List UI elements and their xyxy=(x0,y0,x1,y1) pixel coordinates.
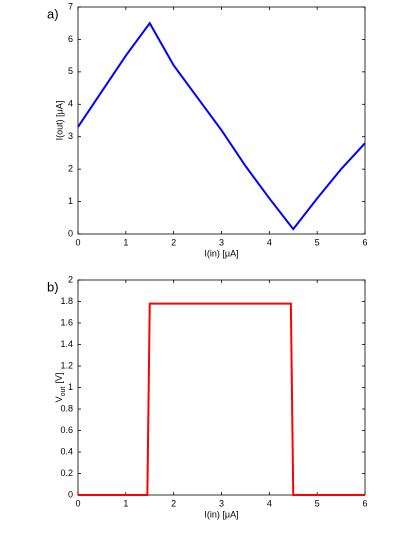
x-tick-label: 3 xyxy=(219,237,224,247)
plot-frame xyxy=(77,6,366,235)
x-tick-label: 6 xyxy=(362,498,367,508)
y-tick-label: 2 xyxy=(68,274,73,284)
y-tick-label: 3 xyxy=(68,131,73,141)
x-tick-label: 6 xyxy=(362,237,367,247)
y-tick-label: 0.8 xyxy=(60,403,73,413)
y-axis-label-sub: out xyxy=(60,387,67,397)
y-tick-label: 1.6 xyxy=(60,317,73,327)
y-tick-label: 0.6 xyxy=(60,425,73,435)
y-axis-label: Vout [V] xyxy=(54,373,66,403)
x-tick-label: 4 xyxy=(267,498,272,508)
x-tick-label: 2 xyxy=(171,498,176,508)
panel-label: a) xyxy=(47,6,59,21)
x-tick-label: 5 xyxy=(315,237,320,247)
panel-label: b) xyxy=(47,279,59,294)
y-tick-label: 1 xyxy=(68,196,73,206)
y-tick-label: 0.4 xyxy=(60,446,73,456)
x-tick-label: 0 xyxy=(75,237,80,247)
x-tick-label: 5 xyxy=(315,498,320,508)
x-tick-label: 1 xyxy=(123,498,128,508)
x-tick-label: 1 xyxy=(123,237,128,247)
x-tick-label: 3 xyxy=(219,498,224,508)
x-tick-label: 0 xyxy=(75,498,80,508)
y-tick-label: 1.8 xyxy=(60,296,73,306)
y-tick-label: 0 xyxy=(68,489,73,499)
y-tick-label: 0.2 xyxy=(60,468,73,478)
y-axis-label-unit: [V] xyxy=(54,373,64,384)
data-line xyxy=(78,302,365,496)
y-axis-label-main: V xyxy=(54,396,64,402)
y-tick-label: 7 xyxy=(68,1,73,11)
y-tick-label: 1.2 xyxy=(60,360,73,370)
y-tick-label: 2 xyxy=(68,164,73,174)
x-tick-label: 4 xyxy=(267,237,272,247)
y-tick-label: 0 xyxy=(68,228,73,238)
y-axis-label: I(out) [μA] xyxy=(54,101,64,141)
y-tick-label: 6 xyxy=(68,34,73,44)
y-tick-label: 4 xyxy=(68,99,73,109)
y-tick-label: 1 xyxy=(68,382,73,392)
y-tick-label: 1.4 xyxy=(60,339,73,349)
x-axis-label: I(in) [μA] xyxy=(204,248,238,258)
data-line xyxy=(77,21,366,231)
plot-frame xyxy=(77,279,366,496)
y-tick-label: 5 xyxy=(68,66,73,76)
x-axis-label: I(in) [μA] xyxy=(204,509,238,519)
x-tick-label: 2 xyxy=(171,237,176,247)
